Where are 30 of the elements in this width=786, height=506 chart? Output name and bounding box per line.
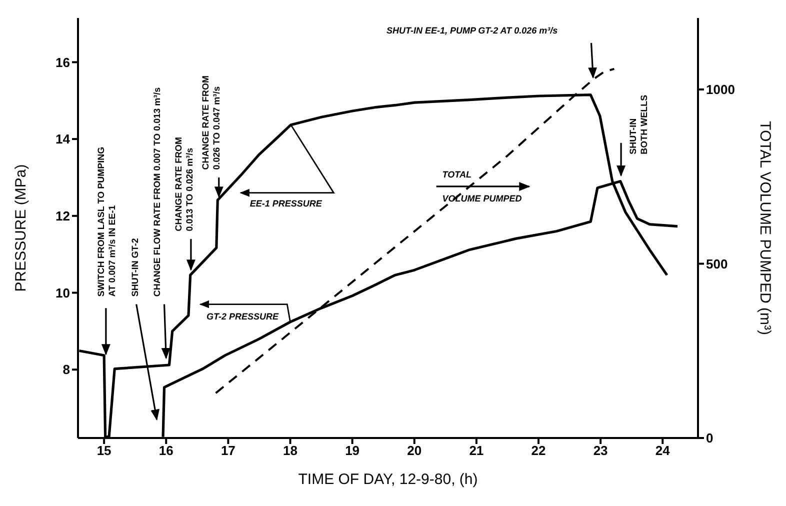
annotation: CHANGE RATE FROM 0.013 TO 0.026 m³/s	[174, 136, 195, 232]
y-axis-title: PRESSURE (MPa)	[12, 164, 30, 292]
x-tick-label: 24	[655, 443, 671, 458]
y2-tick-label: 0	[706, 430, 714, 446]
y-tick-label: 14	[56, 132, 71, 147]
x-tick-label: 15	[96, 443, 112, 458]
annotation: EE-1 PRESSURE	[250, 198, 323, 208]
x-tick-label: 21	[469, 443, 484, 458]
x-tick-label: 18	[283, 443, 298, 458]
x-tick-label: 16	[158, 443, 174, 458]
x-tick-label: 20	[407, 443, 422, 458]
y2-tick-label: 500	[706, 256, 728, 272]
y-tick-label: 10	[56, 285, 70, 300]
x-axis-title: TIME OF DAY, 12-9-80, (h)	[298, 471, 478, 488]
x-tick-label: 17	[220, 443, 236, 458]
y2-tick-label: 1000	[706, 82, 735, 98]
x-tick-label: 19	[345, 443, 360, 458]
annotation: CHANGE FLOW RATE FROM 0.007 TO 0.013 m³/s	[152, 87, 162, 297]
annotation: SHUT-IN EE-1, PUMP GT-2 AT 0.026 m³/s	[386, 25, 558, 36]
annotation: GT-2 PRESSURE	[206, 312, 280, 322]
y-tick-label: 12	[56, 208, 70, 224]
x-tick-label: 23	[593, 443, 608, 458]
x-tick-label: 22	[531, 443, 546, 458]
annotation: SWITCH FROM LASL TO PUMPING AT 0.007 m³/s IN EE-1	[96, 146, 118, 297]
annotation: CHANGE RATE FROM 0.026 TO 0.047 m³/s	[200, 75, 222, 170]
annotation: SHUT-IN GT-2	[130, 238, 140, 297]
annotation: SHUT-IN BOTH WELLS	[628, 94, 649, 154]
y-tick-label: 8	[62, 362, 70, 378]
y-tick-label: 16	[56, 54, 70, 70]
y2-axis-title: TOTAL VOLUME PUMPED (m³)	[756, 121, 774, 335]
